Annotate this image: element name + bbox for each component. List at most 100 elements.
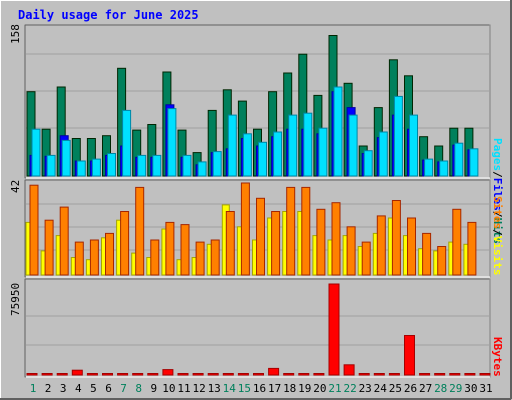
bar-sites-day-8: [135, 186, 145, 276]
legend-pages: Pages: [491, 138, 504, 171]
bar-kbytes-day-12: [192, 373, 204, 376]
bar-kbytes-day-8: [132, 373, 144, 376]
bar-sites-day-13: [210, 239, 220, 276]
x-label-day-1: 1: [30, 382, 37, 395]
bar-kbytes-day-19: [298, 373, 310, 376]
legend-top: Pages/Files/Hits: [491, 138, 504, 244]
bar-kbytes-day-31: [479, 373, 491, 376]
bar-pages-day-24: [378, 131, 388, 177]
bar-pages-day-14: [227, 114, 237, 177]
x-label-day-25: 25: [389, 382, 402, 395]
bar-pages-day-11: [182, 154, 192, 177]
legend-middle: Sites/ Visits: [491, 196, 504, 276]
legend-sites: Sites: [491, 196, 504, 229]
legend-separator-2: /: [491, 211, 504, 218]
x-label-day-4: 4: [75, 382, 82, 395]
bar-pages-day-13: [212, 151, 222, 177]
bar-sites-day-4: [74, 241, 84, 276]
bar-pages-day-30: [469, 148, 479, 177]
bar-kbytes-day-2: [41, 373, 53, 376]
bar-pages-day-8: [137, 154, 147, 177]
bar-kbytes-day-25: [388, 373, 400, 376]
legend-hits: Hits: [491, 218, 504, 245]
legend-visits: Visits: [491, 236, 504, 276]
bar-pages-day-4: [76, 160, 86, 177]
bar-kbytes-day-4: [71, 369, 83, 376]
bar-sites-day-21: [331, 202, 341, 276]
x-label-day-31: 31: [479, 382, 492, 395]
bar-sites-day-28: [437, 246, 447, 276]
x-label-day-7: 7: [120, 382, 127, 395]
bar-sites-day-20: [316, 208, 326, 276]
bar-sites-day-9: [150, 239, 160, 276]
bar-pages-day-29: [454, 142, 464, 177]
x-label-day-5: 5: [90, 382, 97, 395]
x-label-day-28: 28: [434, 382, 447, 395]
bar-pages-day-22: [348, 114, 358, 177]
bar-sites-day-1: [29, 184, 39, 276]
bar-sites-day-18: [286, 186, 296, 276]
x-label-day-18: 18: [283, 382, 296, 395]
bar-sites-day-15: [240, 182, 250, 276]
panel-kbytes: [24, 278, 491, 378]
bar-kbytes-day-7: [117, 373, 129, 376]
x-label-day-6: 6: [105, 382, 112, 395]
bar-pages-day-2: [46, 154, 56, 177]
x-label-day-19: 19: [298, 382, 311, 395]
bar-sites-day-7: [120, 211, 130, 276]
bar-pages-day-10: [167, 108, 177, 177]
x-label-day-9: 9: [150, 382, 157, 395]
chart-title: Daily usage for June 2025: [18, 8, 199, 22]
bar-kbytes-day-27: [419, 373, 431, 376]
bar-pages-day-5: [91, 158, 101, 177]
bar-kbytes-day-17: [268, 367, 280, 376]
bar-kbytes-day-1: [26, 373, 38, 376]
x-label-day-13: 13: [208, 382, 221, 395]
bar-kbytes-day-24: [373, 373, 385, 376]
x-label-day-30: 30: [464, 382, 477, 395]
bar-pages-day-18: [288, 114, 298, 177]
x-label-day-23: 23: [359, 382, 372, 395]
x-label-day-2: 2: [45, 382, 52, 395]
visits-max-label: 42: [9, 180, 22, 193]
bar-pages-day-6: [107, 153, 116, 177]
bar-kbytes-day-20: [313, 373, 325, 376]
bar-sites-day-12: [195, 241, 205, 276]
bar-sites-day-26: [407, 217, 416, 276]
bar-pages-day-17: [273, 131, 283, 177]
x-label-day-11: 11: [177, 382, 190, 395]
bar-sites-day-11: [180, 224, 190, 276]
x-label-day-14: 14: [223, 382, 237, 395]
bar-pages-day-28: [439, 160, 449, 177]
bar-sites-day-29: [452, 208, 462, 276]
hits-max-label: 158: [9, 24, 22, 44]
bar-kbytes-day-15: [237, 373, 249, 376]
legend-kbytes: KBytes: [491, 337, 504, 377]
x-label-day-24: 24: [374, 382, 388, 395]
legend-files: Files: [491, 178, 504, 211]
bar-kbytes-day-5: [86, 373, 98, 376]
bar-kbytes-day-13: [207, 373, 219, 376]
bar-kbytes-day-28: [434, 373, 446, 376]
bar-kbytes-day-16: [253, 373, 264, 376]
bar-kbytes-day-23: [358, 373, 370, 376]
bar-sites-day-27: [422, 232, 432, 276]
x-label-day-10: 10: [162, 382, 175, 395]
bar-sites-day-17: [271, 211, 281, 276]
bar-pages-day-21: [333, 86, 343, 177]
x-axis-labels: 1 2 3 4 5 6 7 8 9 10 11 12 13 14 15 16 17 18 19 20 21 22 23 24 2…: [30, 382, 493, 395]
bar-kbytes-day-6: [102, 373, 113, 376]
bar-pages-day-26: [409, 114, 418, 177]
bar-kbytes-day-10: [162, 369, 174, 376]
bar-sites-day-3: [59, 206, 69, 276]
x-label-day-15: 15: [238, 382, 251, 395]
bar-kbytes-day-18: [283, 373, 295, 376]
bar-pages-day-7: [122, 109, 132, 177]
bar-kbytes-day-21: [328, 283, 340, 376]
bar-sites-day-2: [44, 219, 54, 276]
x-label-day-29: 29: [449, 382, 462, 395]
legend-bottom: KBytes: [491, 337, 504, 377]
bar-pages-day-3: [61, 139, 71, 177]
bar-pages-day-20: [318, 127, 328, 177]
